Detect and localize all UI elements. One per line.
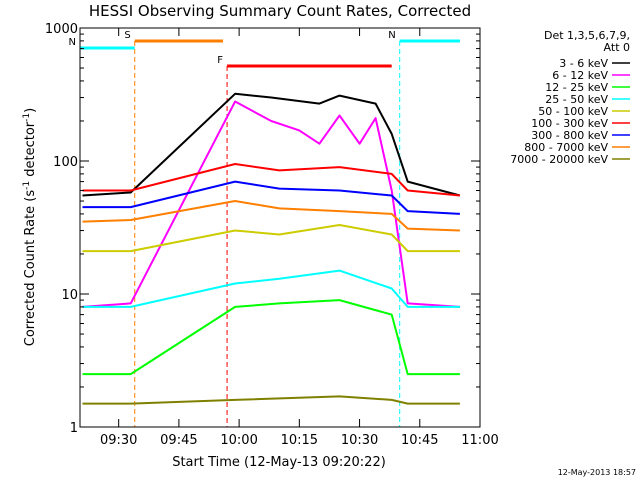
y-axis-label-exp2: -1	[22, 113, 32, 122]
chart-title: HESSI Observing Summary Count Rates, Cor…	[89, 2, 471, 20]
x-tick-label-6: 11:00	[461, 433, 498, 448]
x-tick-label-0: 09:30	[100, 433, 137, 448]
y-tick-label-2: 100	[53, 155, 78, 170]
axis-ticks: 09:30 09:45 10:00 10:15 10:30 10:45 11:00 1 10 10…	[45, 22, 499, 448]
legend-entry-0: 3 - 6 keV	[559, 57, 608, 70]
legend-entry-4: 50 - 100 keV	[538, 105, 608, 118]
y-axis-label-main: Corrected Count Rate (s	[23, 190, 38, 347]
timestamp: 12-May-2013 18:57	[558, 468, 636, 477]
legend-header-1: Det 1,3,5,6,7,9,	[544, 29, 630, 42]
series-line-3	[82, 269, 460, 308]
plot-frame	[79, 27, 481, 428]
legend-entry-3: 25 - 50 keV	[545, 93, 608, 106]
x-tick-label-3: 10:15	[281, 433, 318, 448]
legend-entry-7: 800 - 7000 keV	[524, 141, 608, 154]
series-line-8	[82, 395, 460, 405]
flag-label-s-0: S	[124, 30, 130, 41]
flag-label-n-2: N	[388, 30, 395, 41]
y-axis-label-exp1: -1	[22, 181, 32, 190]
legend-entry-8: 7000 - 20000 keV	[510, 153, 608, 166]
x-tick-label-2: 10:00	[220, 433, 257, 448]
series-line-2	[82, 299, 460, 376]
legend-entry-2: 12 - 25 keV	[545, 81, 608, 94]
legend-entry-1: 6 - 12 keV	[552, 69, 608, 82]
series-line-6	[82, 180, 460, 215]
x-tick-label-1: 09:45	[160, 433, 197, 448]
legend-entry-6: 300 - 800 keV	[531, 129, 608, 142]
legend-header-2: Att 0	[604, 41, 630, 54]
y-axis-label: Corrected Count Rate (s-1 detector-1)	[22, 108, 38, 346]
flag-label-n-1: N	[69, 37, 76, 48]
y-axis-label-mid: detector	[23, 121, 38, 181]
series-group	[82, 92, 461, 405]
x-tick-label-5: 10:45	[401, 433, 438, 448]
series-line-5	[82, 163, 460, 197]
y-tick-label-0: 1	[70, 421, 78, 436]
series-line-0	[82, 92, 461, 197]
flag-label-f-3: F	[217, 55, 223, 66]
x-axis-label: Start Time (12-May-13 09:20:22)	[172, 455, 386, 470]
x-tick-label-4: 10:30	[341, 433, 378, 448]
series-line-7	[82, 200, 460, 232]
y-tick-label-3: 1000	[45, 22, 78, 37]
y-tick-label-1: 10	[61, 288, 78, 303]
series-line-4	[82, 224, 460, 253]
y-axis-label-tail: )	[23, 108, 38, 113]
series-line-1	[82, 100, 460, 308]
legend-entry-5: 100 - 300 keV	[531, 117, 608, 130]
